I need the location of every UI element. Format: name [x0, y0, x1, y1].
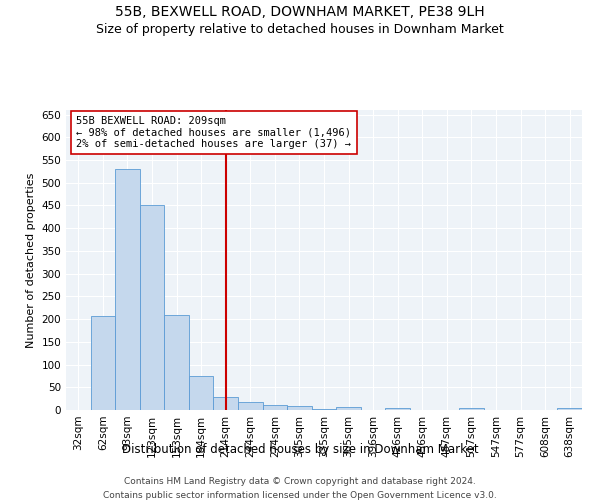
Bar	[312, 408, 336, 410]
Bar	[557, 408, 582, 410]
Text: Contains public sector information licensed under the Open Government Licence v3: Contains public sector information licen…	[103, 491, 497, 500]
Text: 55B BEXWELL ROAD: 209sqm
← 98% of detached houses are smaller (1,496)
2% of semi: 55B BEXWELL ROAD: 209sqm ← 98% of detach…	[76, 116, 352, 149]
Bar	[115, 169, 140, 410]
Text: Distribution of detached houses by size in Downham Market: Distribution of detached houses by size …	[122, 442, 478, 456]
Bar	[164, 314, 189, 410]
Bar	[189, 376, 214, 410]
Bar	[214, 398, 238, 410]
Bar	[287, 406, 312, 410]
Bar	[140, 206, 164, 410]
Bar	[238, 402, 263, 410]
Text: 55B, BEXWELL ROAD, DOWNHAM MARKET, PE38 9LH: 55B, BEXWELL ROAD, DOWNHAM MARKET, PE38 …	[115, 5, 485, 19]
Bar	[385, 408, 410, 410]
Bar	[459, 408, 484, 410]
Bar	[263, 404, 287, 410]
Bar	[336, 407, 361, 410]
Text: Size of property relative to detached houses in Downham Market: Size of property relative to detached ho…	[96, 22, 504, 36]
Bar	[91, 316, 115, 410]
Y-axis label: Number of detached properties: Number of detached properties	[26, 172, 36, 348]
Text: Contains HM Land Registry data © Crown copyright and database right 2024.: Contains HM Land Registry data © Crown c…	[124, 478, 476, 486]
